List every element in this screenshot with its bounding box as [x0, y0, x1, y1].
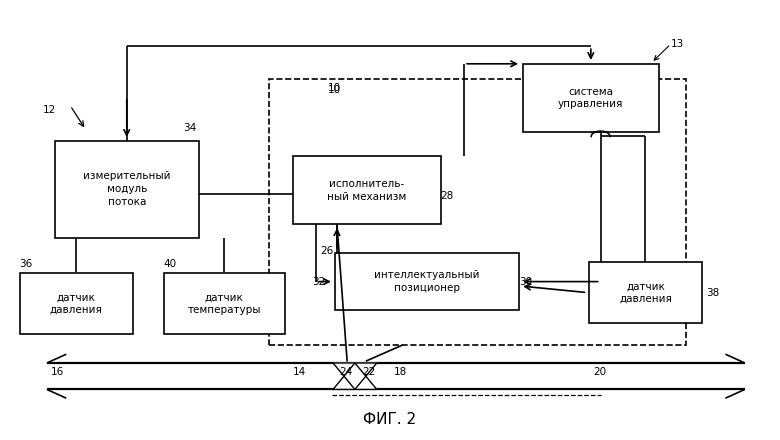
- Polygon shape: [333, 363, 377, 389]
- Bar: [269, 79, 686, 345]
- Text: 16: 16: [51, 367, 64, 377]
- Bar: [589, 262, 702, 323]
- Text: 30: 30: [519, 277, 532, 286]
- Text: датчик
температуры: датчик температуры: [187, 292, 261, 315]
- Text: 34: 34: [183, 123, 197, 132]
- Text: 24: 24: [339, 367, 353, 377]
- Text: 18: 18: [394, 367, 407, 377]
- Text: 10: 10: [328, 83, 341, 93]
- Text: 20: 20: [593, 367, 606, 377]
- Text: ФИГ. 2: ФИГ. 2: [363, 412, 417, 427]
- Bar: [55, 141, 199, 238]
- Bar: [523, 64, 659, 132]
- Text: 40: 40: [164, 259, 177, 269]
- Text: исполнитель-
ный механизм: исполнитель- ный механизм: [327, 179, 406, 202]
- Text: 26: 26: [320, 246, 333, 256]
- Bar: [335, 253, 519, 310]
- Text: 14: 14: [292, 367, 306, 377]
- Text: система
управления: система управления: [558, 87, 623, 109]
- Text: 32: 32: [312, 277, 325, 286]
- Bar: [20, 273, 133, 334]
- Text: 38: 38: [706, 288, 719, 297]
- Text: датчик
давления: датчик давления: [619, 281, 672, 304]
- Text: 22: 22: [363, 367, 376, 377]
- Text: 10: 10: [328, 85, 341, 95]
- Text: 28: 28: [441, 191, 454, 201]
- Text: датчик
давления: датчик давления: [50, 292, 102, 315]
- Text: 13: 13: [671, 39, 684, 49]
- Bar: [292, 156, 441, 224]
- Text: 36: 36: [20, 259, 33, 269]
- Text: интеллектуальный
позиционер: интеллектуальный позиционер: [374, 270, 480, 293]
- Bar: [164, 273, 285, 334]
- Text: измерительный
модуль
потока: измерительный модуль потока: [83, 172, 171, 207]
- Text: 12: 12: [43, 105, 56, 115]
- Polygon shape: [333, 363, 377, 389]
